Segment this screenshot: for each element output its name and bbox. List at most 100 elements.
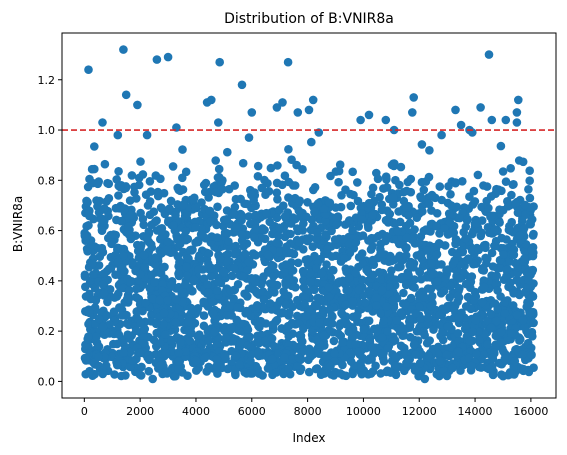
data-point	[93, 179, 103, 189]
data-point	[335, 321, 344, 331]
data-point	[386, 272, 395, 281]
data-point	[360, 298, 370, 308]
data-point	[212, 361, 221, 371]
data-point	[188, 305, 197, 315]
data-point	[445, 281, 455, 291]
data-point	[515, 231, 525, 240]
data-point	[163, 244, 172, 254]
data-point	[223, 147, 232, 157]
data-point	[230, 202, 240, 212]
data-point	[324, 292, 334, 302]
data-point	[306, 268, 315, 278]
data-point	[184, 254, 193, 263]
data-point	[490, 225, 499, 234]
data-point	[343, 286, 353, 295]
data-point	[382, 215, 392, 225]
data-point	[224, 237, 233, 246]
data-point	[94, 342, 104, 351]
data-point	[265, 299, 275, 308]
data-point	[507, 190, 516, 200]
data-point	[490, 299, 500, 308]
data-point	[92, 332, 101, 342]
data-point	[367, 189, 376, 199]
data-point	[520, 322, 529, 332]
data-point	[251, 251, 261, 260]
data-point	[287, 248, 296, 258]
x-axis: 0 2000 4000 6000 8000 10000 12000 14000 16000	[81, 398, 548, 418]
data-point	[351, 340, 360, 349]
data-point	[381, 115, 391, 125]
data-point	[150, 278, 159, 287]
data-point	[118, 263, 127, 273]
data-points	[80, 45, 538, 384]
data-point	[403, 271, 413, 280]
data-point	[394, 207, 403, 216]
data-point	[204, 249, 214, 258]
data-point	[280, 353, 289, 362]
data-point	[510, 356, 520, 366]
data-point	[185, 245, 195, 255]
data-point	[220, 352, 230, 362]
data-point	[236, 337, 245, 347]
data-point	[359, 324, 369, 334]
data-point	[325, 305, 334, 315]
data-point	[152, 216, 161, 225]
data-point	[204, 259, 213, 269]
data-point	[427, 291, 437, 301]
data-point	[136, 208, 145, 218]
data-point	[83, 247, 92, 256]
data-point	[454, 312, 464, 322]
data-point	[451, 178, 460, 188]
data-point	[128, 258, 137, 267]
data-point	[444, 182, 453, 191]
data-point	[156, 174, 165, 184]
data-point	[187, 328, 196, 338]
data-point	[98, 369, 108, 379]
data-point	[284, 193, 293, 202]
data-point	[331, 203, 341, 212]
data-point	[205, 206, 215, 216]
data-point	[222, 256, 232, 266]
data-point	[437, 195, 447, 205]
data-point	[163, 237, 173, 247]
data-point	[195, 252, 204, 262]
x-tick-label: 16000	[513, 405, 548, 418]
data-point	[136, 157, 145, 166]
data-point	[278, 98, 287, 107]
data-point	[210, 327, 219, 337]
data-point	[303, 236, 312, 246]
data-point	[377, 285, 387, 295]
data-point	[472, 349, 481, 359]
data-point	[141, 190, 151, 199]
data-point	[479, 181, 488, 190]
data-point	[477, 297, 487, 307]
data-point	[236, 194, 245, 204]
data-point	[471, 315, 481, 325]
data-point	[252, 302, 262, 311]
data-point	[410, 225, 419, 234]
data-point	[424, 199, 434, 209]
data-point	[372, 168, 381, 178]
data-point	[393, 254, 403, 263]
data-point	[112, 339, 122, 349]
data-point	[232, 315, 241, 325]
y-tick-label: 0.2	[38, 325, 56, 338]
y-tick-label: 0.8	[38, 174, 56, 187]
data-point	[200, 353, 210, 363]
data-point	[486, 309, 496, 319]
data-point	[385, 367, 394, 376]
data-point	[127, 171, 137, 180]
data-point	[500, 354, 510, 364]
data-point	[283, 364, 293, 374]
data-point	[152, 318, 161, 328]
data-point	[323, 245, 332, 254]
data-point	[258, 371, 267, 380]
data-point	[263, 364, 273, 373]
data-point	[529, 318, 538, 328]
data-point	[231, 223, 241, 232]
data-point	[522, 282, 532, 292]
data-point	[298, 165, 307, 174]
data-point	[443, 265, 453, 274]
data-point	[348, 167, 358, 177]
